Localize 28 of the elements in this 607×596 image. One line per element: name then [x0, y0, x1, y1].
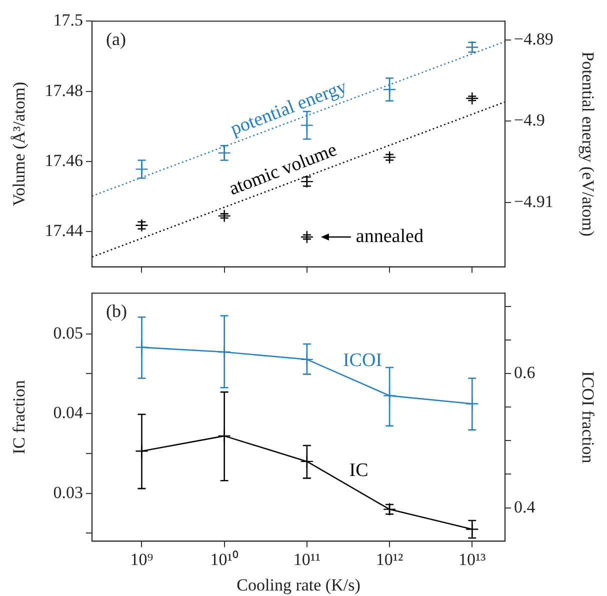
y-tick-label: 0.03 — [53, 482, 83, 502]
series-label: IC — [349, 460, 368, 481]
x-tick-label: 10¹² — [376, 550, 404, 569]
y2-tick-label: 0.4 — [514, 497, 536, 516]
text: atomic volume — [226, 139, 340, 200]
y-tick-label: 17.5 — [53, 10, 83, 30]
x-tick-label: 10⁹ — [130, 550, 154, 569]
y-axis-title: IC fraction — [10, 380, 29, 454]
x-tick-label: 10¹¹ — [293, 550, 321, 569]
y-axis-title: Volume (Å³/atom) — [10, 82, 29, 206]
chart-title: (b) — [106, 300, 127, 321]
x-axis-title: Cooling rate (K/s) — [236, 575, 360, 594]
series-label: ICOI — [342, 350, 382, 372]
y-tick-label: 0.05 — [53, 323, 83, 342]
y2-tick-label: 0.6 — [514, 362, 536, 382]
y-tick-label: 17.48 — [44, 80, 83, 100]
y2-axis-title: Potential energy (eV/atom) — [578, 52, 598, 236]
y2-tick-label: −4.91 — [514, 192, 554, 212]
y-tick-label: 17.46 — [44, 151, 83, 170]
legend-label: annealed — [356, 226, 424, 247]
y2-tick-label: −4.89 — [514, 29, 554, 48]
y-tick-label: 17.44 — [44, 221, 84, 240]
y2-axis-title: ICOI fraction — [578, 371, 598, 464]
y2-tick-label: −4.9 — [514, 110, 545, 130]
x-tick-label: 10¹⁰ — [210, 550, 238, 569]
chart-title: (a) — [106, 28, 126, 49]
y-tick-label: 0.04 — [53, 403, 84, 422]
x-tick-label: 10¹³ — [458, 550, 486, 569]
